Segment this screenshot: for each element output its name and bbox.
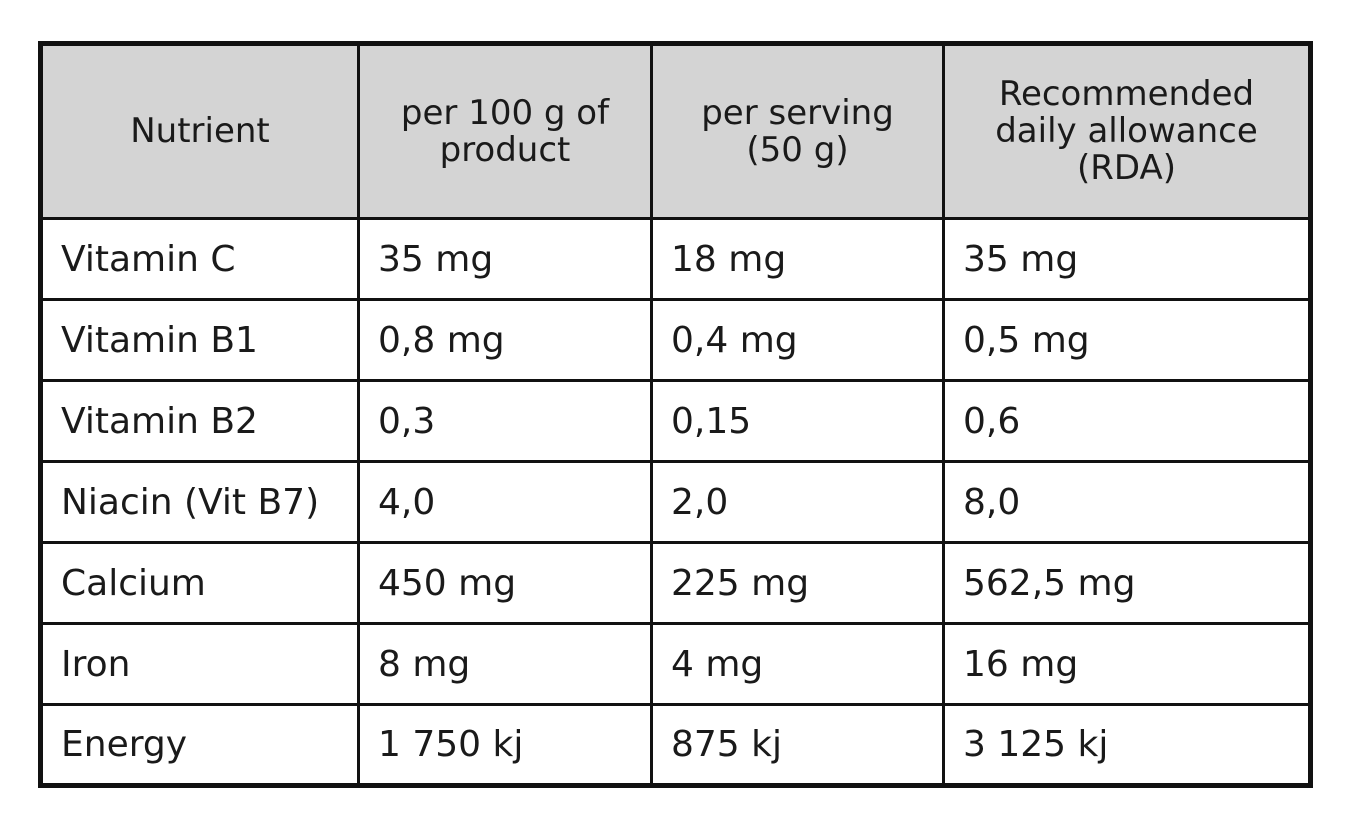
table-header-row: Nutrient per 100 g of product per servin… — [39, 42, 1312, 220]
cell-per-100g: 8 mg — [357, 622, 653, 706]
cell-per-serving: 225 mg — [650, 541, 945, 625]
cell-nutrient: Vitamin B2 — [39, 379, 360, 463]
cell-per-serving: 2,0 — [650, 460, 945, 544]
cell-rda: 16 mg — [942, 622, 1312, 706]
table-row: Iron 8 mg 4 mg 16 mg — [39, 622, 1312, 706]
cell-per-serving: 18 mg — [650, 217, 945, 301]
header-per-100g: per 100 g of product — [357, 42, 653, 220]
table-row: Vitamin B1 0,8 mg 0,4 mg 0,5 mg — [39, 298, 1312, 382]
cell-per-100g: 0,3 — [357, 379, 653, 463]
cell-per-100g: 35 mg — [357, 217, 653, 301]
cell-nutrient: Vitamin B1 — [39, 298, 360, 382]
cell-nutrient: Energy — [39, 703, 360, 787]
cell-per-serving: 4 mg — [650, 622, 945, 706]
nutrition-table: Nutrient per 100 g of product per servin… — [38, 41, 1313, 788]
cell-per-100g: 450 mg — [357, 541, 653, 625]
header-per-serving: per serving (50 g) — [650, 42, 945, 220]
cell-per-100g: 0,8 mg — [357, 298, 653, 382]
cell-rda: 0,6 — [942, 379, 1312, 463]
cell-rda: 8,0 — [942, 460, 1312, 544]
cell-per-serving: 0,15 — [650, 379, 945, 463]
table-row: Energy 1 750 kj 875 kj 3 125 kj — [39, 703, 1312, 787]
cell-rda: 562,5 mg — [942, 541, 1312, 625]
cell-rda: 3 125 kj — [942, 703, 1312, 787]
cell-rda: 0,5 mg — [942, 298, 1312, 382]
table-row: Vitamin B2 0,3 0,15 0,6 — [39, 379, 1312, 463]
cell-per-serving: 0,4 mg — [650, 298, 945, 382]
table-row: Niacin (Vit B7) 4,0 2,0 8,0 — [39, 460, 1312, 544]
cell-nutrient: Vitamin C — [39, 217, 360, 301]
cell-per-100g: 1 750 kj — [357, 703, 653, 787]
nutrition-table-container: Nutrient per 100 g of product per servin… — [38, 41, 1313, 788]
table-row: Calcium 450 mg 225 mg 562,5 mg — [39, 541, 1312, 625]
cell-per-serving: 875 kj — [650, 703, 945, 787]
cell-nutrient: Calcium — [39, 541, 360, 625]
table-row: Vitamin C 35 mg 18 mg 35 mg — [39, 217, 1312, 301]
cell-nutrient: Niacin (Vit B7) — [39, 460, 360, 544]
cell-per-100g: 4,0 — [357, 460, 653, 544]
header-rda: Recommended daily allowance (RDA) — [942, 42, 1312, 220]
cell-rda: 35 mg — [942, 217, 1312, 301]
header-nutrient: Nutrient — [39, 42, 360, 220]
cell-nutrient: Iron — [39, 622, 360, 706]
